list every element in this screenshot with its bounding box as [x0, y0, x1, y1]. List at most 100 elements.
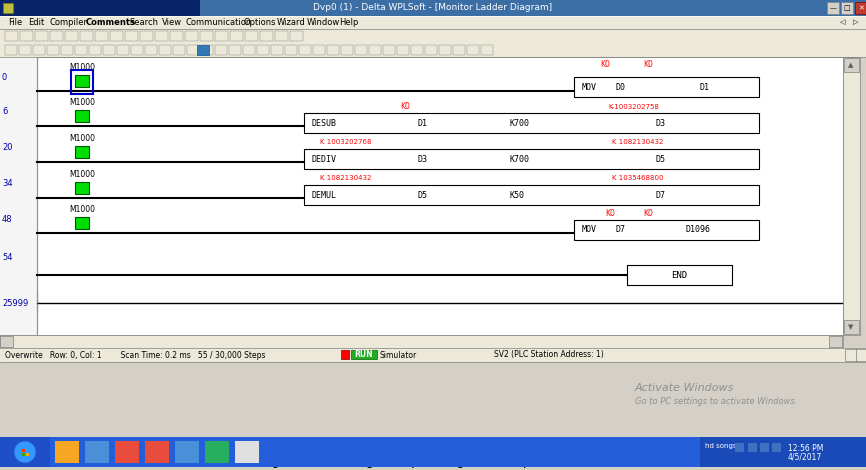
- Text: Overwrite   Row: 0, Col: 1        Scan Time: 0.2 ms   55 / 30,000 Steps: Overwrite Row: 0, Col: 1 Scan Time: 0.2 …: [5, 351, 266, 360]
- Text: D5: D5: [656, 155, 666, 164]
- Text: 20: 20: [2, 142, 12, 151]
- Bar: [80, 31, 93, 41]
- Text: K-1003202758: K-1003202758: [608, 104, 659, 110]
- Bar: [411, 45, 423, 55]
- Bar: [20, 31, 33, 41]
- Bar: [700, 437, 866, 467]
- Text: M1000: M1000: [69, 98, 95, 107]
- Text: Simulator: Simulator: [380, 351, 417, 360]
- Bar: [5, 31, 18, 41]
- Bar: [117, 45, 129, 55]
- Text: 0: 0: [2, 72, 7, 81]
- Bar: [26, 453, 29, 456]
- Bar: [855, 2, 866, 14]
- Text: Activate Windows: Activate Windows: [635, 383, 734, 393]
- Bar: [355, 45, 367, 55]
- Bar: [5, 45, 17, 55]
- Text: M1000: M1000: [69, 205, 95, 214]
- Bar: [103, 45, 115, 55]
- Text: MOV: MOV: [582, 83, 597, 92]
- Text: K 1035468800: K 1035468800: [612, 175, 663, 181]
- Text: D7: D7: [656, 190, 666, 199]
- Text: ✕: ✕: [858, 5, 864, 11]
- Bar: [115, 441, 139, 463]
- Bar: [50, 31, 63, 41]
- Text: K 1082130432: K 1082130432: [612, 139, 663, 145]
- Text: Comments: Comments: [86, 18, 136, 27]
- Bar: [856, 349, 866, 361]
- Bar: [19, 45, 31, 55]
- Bar: [369, 45, 381, 55]
- Text: Wizard: Wizard: [277, 18, 306, 27]
- Bar: [290, 31, 303, 41]
- Text: Edit: Edit: [28, 18, 44, 27]
- Bar: [772, 443, 781, 452]
- Bar: [304, 149, 759, 169]
- Text: Compiler: Compiler: [50, 18, 88, 27]
- Text: 34: 34: [2, 179, 13, 188]
- Bar: [574, 77, 759, 97]
- Bar: [215, 45, 227, 55]
- Bar: [760, 443, 769, 452]
- Bar: [229, 45, 241, 55]
- Text: K50: K50: [510, 190, 525, 199]
- Text: Go to PC settings to activate Windows.: Go to PC settings to activate Windows.: [635, 398, 798, 407]
- Text: —: —: [830, 5, 837, 11]
- Text: DEMUL: DEMUL: [312, 190, 337, 199]
- Bar: [0, 362, 866, 437]
- Bar: [271, 45, 283, 55]
- Bar: [351, 350, 377, 359]
- Bar: [0, 43, 866, 57]
- Bar: [341, 350, 349, 359]
- Bar: [65, 31, 78, 41]
- Bar: [843, 57, 860, 335]
- Bar: [0, 348, 866, 362]
- Bar: [341, 45, 353, 55]
- Bar: [197, 45, 209, 55]
- Bar: [201, 45, 213, 55]
- Bar: [327, 45, 339, 55]
- Bar: [0, 57, 37, 335]
- Bar: [145, 441, 169, 463]
- Bar: [0, 0, 866, 16]
- Bar: [205, 441, 229, 463]
- Text: hd songs: hd songs: [705, 443, 736, 449]
- Bar: [35, 31, 48, 41]
- Bar: [829, 336, 842, 347]
- Bar: [115, 441, 139, 463]
- Bar: [61, 45, 73, 55]
- Bar: [235, 441, 259, 463]
- Circle shape: [15, 442, 35, 462]
- Bar: [844, 320, 859, 334]
- Bar: [185, 31, 198, 41]
- Bar: [453, 45, 465, 55]
- Bar: [47, 45, 59, 55]
- Bar: [0, 454, 866, 470]
- Text: Search: Search: [130, 18, 159, 27]
- Text: K 1082130432: K 1082130432: [320, 175, 372, 181]
- Text: K 1003202768: K 1003202768: [320, 139, 372, 145]
- Text: 25999: 25999: [2, 298, 29, 307]
- Text: D1: D1: [418, 118, 428, 127]
- Text: D3: D3: [418, 155, 428, 164]
- Bar: [71, 70, 93, 94]
- Text: D5: D5: [418, 190, 428, 199]
- Text: D7: D7: [616, 226, 626, 235]
- Text: ▼: ▼: [849, 324, 854, 330]
- Bar: [110, 31, 123, 41]
- Text: ▲: ▲: [849, 62, 854, 68]
- Text: DESUB: DESUB: [312, 118, 337, 127]
- Bar: [173, 45, 185, 55]
- Text: Window: Window: [307, 18, 340, 27]
- Text: D1: D1: [700, 83, 710, 92]
- Bar: [85, 441, 109, 463]
- Text: K0: K0: [643, 60, 653, 69]
- Bar: [55, 441, 79, 463]
- Bar: [3, 3, 13, 13]
- Text: K700: K700: [510, 118, 530, 127]
- Text: RUN: RUN: [355, 350, 373, 359]
- Bar: [200, 31, 213, 41]
- Bar: [125, 31, 138, 41]
- Bar: [481, 45, 493, 55]
- Bar: [243, 45, 255, 55]
